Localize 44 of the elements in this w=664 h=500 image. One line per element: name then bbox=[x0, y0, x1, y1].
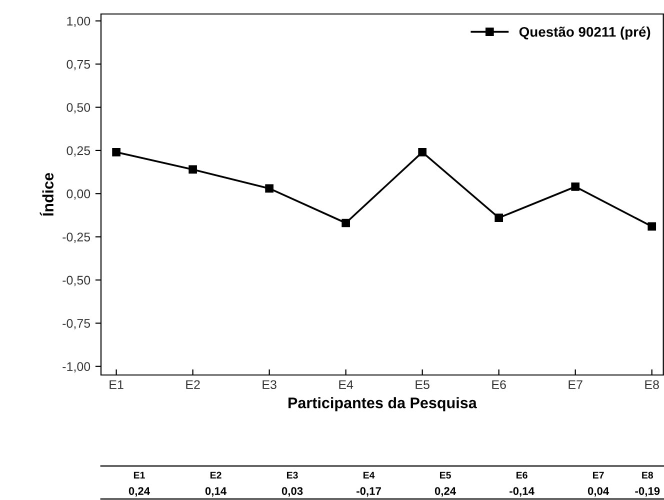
y-tick-label: 0,50 bbox=[66, 103, 90, 114]
data-label: -0,17 bbox=[356, 487, 381, 497]
category-label: E5 bbox=[440, 472, 451, 479]
legend-label: Questão 90211 (pré) bbox=[519, 26, 650, 40]
y-tick-label: -0,75 bbox=[62, 318, 90, 330]
x-tick-label: E4 bbox=[339, 380, 354, 389]
data-label: 0,24 bbox=[434, 487, 456, 497]
x-tick-label: E3 bbox=[262, 380, 276, 390]
data-label: 0,03 bbox=[282, 487, 303, 497]
category-label: E2 bbox=[210, 472, 222, 479]
category-label: E7 bbox=[593, 472, 604, 479]
y-tick-label: 1,00 bbox=[67, 16, 90, 28]
data-label: 0,14 bbox=[205, 487, 227, 497]
y-tick-label: -0,25 bbox=[62, 232, 90, 243]
data-label: -0,14 bbox=[510, 487, 534, 497]
x-tick-label: E6 bbox=[492, 380, 506, 390]
point bbox=[112, 148, 120, 156]
x-tick-label: E2 bbox=[186, 380, 200, 389]
data-label: -0,19 bbox=[635, 487, 660, 497]
point bbox=[648, 222, 656, 231]
point bbox=[342, 218, 350, 228]
y-tick-label: 0,00 bbox=[66, 189, 90, 200]
point bbox=[571, 182, 580, 191]
category-label: E8 bbox=[642, 472, 654, 479]
point bbox=[265, 184, 274, 193]
y-tick-label: -0,50 bbox=[62, 276, 90, 286]
category-label: E4 bbox=[363, 472, 375, 479]
category-label: E6 bbox=[516, 472, 528, 479]
point bbox=[494, 214, 504, 222]
data-label: 0,04 bbox=[588, 487, 610, 497]
y-axis-title: Índice bbox=[40, 172, 54, 216]
y-tick-label: 0,75 bbox=[66, 60, 90, 70]
category-label: E3 bbox=[286, 472, 298, 479]
data-label: 0,24 bbox=[128, 487, 150, 497]
y-tick-label: -1,00 bbox=[62, 362, 90, 372]
category-label: E1 bbox=[134, 472, 145, 479]
y-tick-label: 0,25 bbox=[66, 146, 90, 157]
point bbox=[418, 148, 426, 156]
x-tick-label: E1 bbox=[110, 380, 124, 389]
x-axis-title: Participantes da Pesquisa bbox=[288, 397, 477, 412]
x-tick-label: E7 bbox=[568, 380, 582, 389]
x-tick-label: E8 bbox=[645, 380, 659, 390]
point bbox=[188, 165, 197, 174]
x-tick-label: E5 bbox=[416, 380, 430, 390]
